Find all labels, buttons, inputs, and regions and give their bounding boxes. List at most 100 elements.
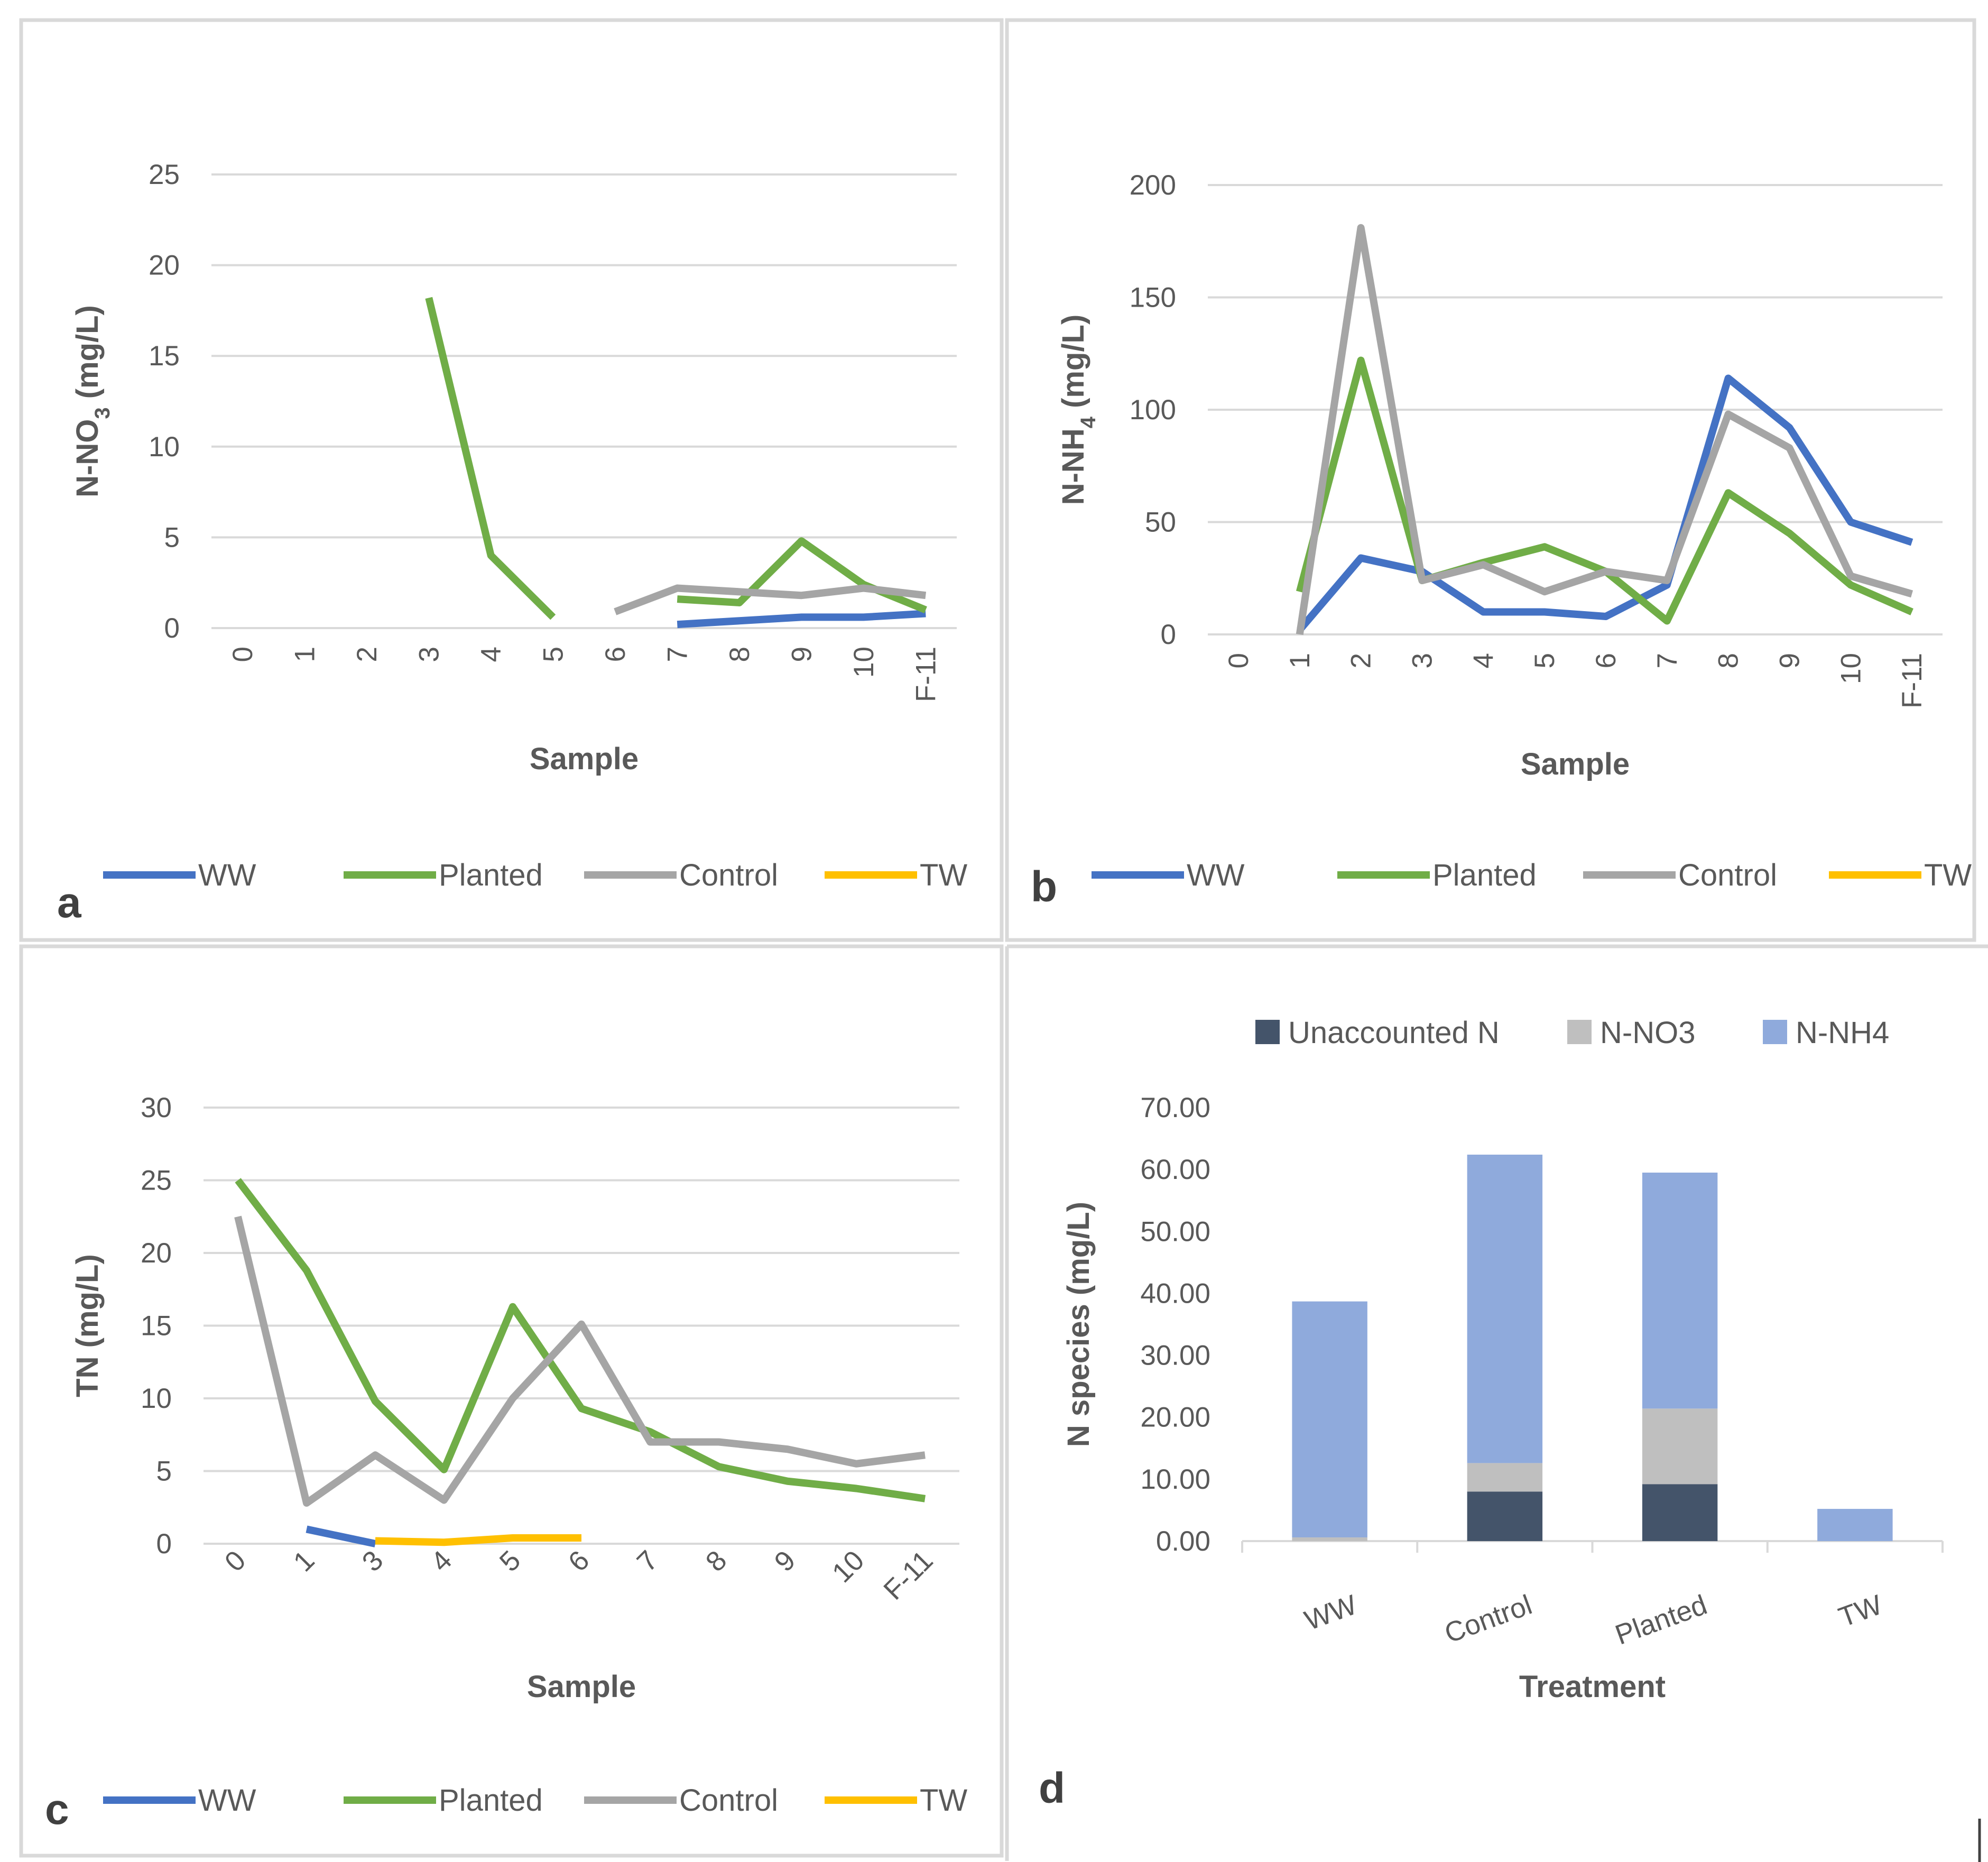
legend-label-planted: Planted	[439, 1783, 543, 1818]
series-line-tw	[375, 1534, 581, 1546]
legend-label-tw: TW	[1924, 858, 1972, 892]
x-tick-label: 8	[1713, 653, 1744, 668]
x-tick-label: 3	[413, 647, 445, 662]
y-axis-title: N-NO3 (mg/L)	[70, 305, 114, 497]
legend-swatch-unaccounted-n	[1255, 1020, 1280, 1044]
panel-label-a: a	[57, 879, 82, 927]
x-tick-label: 9	[769, 1545, 802, 1578]
panel-a-chart: 0 5 10 15 20 25 0 1 2 3 4 5 6 7 8 9 10 F-11 Sample N-NO3 (m…	[57, 159, 967, 927]
legend-label-n-nh4: N-NH4	[1796, 1016, 1889, 1050]
x-tick-label: 5	[538, 647, 569, 662]
legend-label-unaccounted-n: Unaccounted N	[1288, 1016, 1500, 1050]
y-tick-label: 100	[1130, 394, 1176, 426]
y-tick-label: 10	[149, 431, 180, 463]
legend-label-tw: TW	[920, 1783, 967, 1818]
panel-a-frame	[19, 18, 1004, 942]
x-tick-label: 0	[227, 647, 258, 662]
x-tick-label: 5	[494, 1545, 527, 1578]
bar-segment-n-no3	[1642, 1408, 1718, 1485]
legend-label-ww: WW	[1187, 858, 1245, 892]
x-tick-label: 1	[289, 647, 320, 662]
x-tick-label: 4	[476, 647, 507, 662]
y-tick-label: 20.00	[1140, 1402, 1210, 1433]
y-tick-label: 50.00	[1140, 1216, 1210, 1247]
y-tick-label: 40.00	[1140, 1278, 1210, 1309]
x-axis-title: Sample	[1521, 747, 1630, 781]
panel-c-frame	[19, 944, 1004, 1858]
legend-label-planted: Planted	[1432, 858, 1537, 892]
bar-segment-n-nh4	[1817, 1509, 1893, 1541]
y-tick-label: 0.00	[1156, 1526, 1210, 1557]
x-tick-label: 2	[352, 647, 383, 662]
x-tick-label: 1	[288, 1545, 321, 1578]
y-tick-label: 10.00	[1140, 1464, 1210, 1495]
bar-segment-n-nh4	[1292, 1301, 1367, 1537]
x-tick-label: 9	[1774, 653, 1805, 668]
x-tick-label: WW	[1301, 1589, 1361, 1637]
x-tick-label: 5	[1529, 653, 1560, 668]
panel-b-chart: 0 50 100 150 200 0 1 2 3 4 5 6 7 8 9 10 F-11 Sample N-NH4 …	[1031, 170, 1972, 911]
x-tick-label: 6	[562, 1545, 596, 1578]
bar-segment-unaccounted-n	[1467, 1491, 1543, 1541]
y-tick-label: 200	[1130, 170, 1176, 201]
series-line-ww	[677, 610, 926, 629]
legend-swatch-n-nh4	[1763, 1020, 1787, 1044]
legend-label-n-no3: N-NO3	[1600, 1016, 1695, 1050]
series-line-planted	[235, 1178, 926, 1502]
x-tick-label: 0	[1223, 653, 1254, 668]
legend-label-control: Control	[1678, 858, 1777, 892]
panel-d-chart: 0.00 10.00 20.00 30.00 40.00 50.00 60.00 70.00 W…	[1039, 1016, 1944, 1812]
series-line-control	[614, 584, 927, 615]
y-tick-label: 60.00	[1140, 1154, 1210, 1185]
y-tick-label: 30.00	[1140, 1340, 1210, 1371]
panel-b-frame	[1005, 18, 1976, 942]
x-tick-label: 10	[1835, 653, 1866, 684]
x-tick-label: 4	[1468, 653, 1499, 668]
series-line-control	[234, 1215, 926, 1507]
bar-segment-unaccounted-n	[1642, 1484, 1718, 1541]
x-tick-label: Planted	[1611, 1589, 1711, 1651]
x-tick-label: 1	[1284, 653, 1316, 668]
bar-segment-n-nh4	[1467, 1155, 1543, 1463]
x-tick-label: 6	[1591, 653, 1622, 668]
x-tick-label: 9	[786, 647, 817, 662]
x-tick-label: 8	[700, 1545, 733, 1578]
x-tick-label: 3	[356, 1545, 390, 1578]
series-line-ww	[306, 1525, 376, 1547]
y-tick-label: 0	[156, 1528, 172, 1560]
y-tick-label: 15	[141, 1311, 172, 1342]
series-line-control	[1296, 224, 1913, 635]
series-line-planted	[677, 537, 927, 614]
x-tick-label: 10	[826, 1545, 870, 1589]
bar-segment-n-no3	[1467, 1463, 1543, 1492]
x-tick-label: 3	[1407, 653, 1438, 668]
y-tick-label: 50	[1145, 507, 1176, 538]
x-tick-label: 7	[631, 1545, 664, 1578]
legend-swatch-n-no3	[1567, 1020, 1592, 1044]
legend-label-planted: Planted	[439, 858, 543, 892]
panel-label-c: c	[45, 1785, 69, 1833]
legend-label-ww: WW	[198, 858, 256, 892]
x-tick-label: 8	[724, 647, 755, 662]
series-line-planted	[425, 297, 556, 620]
legend-label-control: Control	[679, 1783, 778, 1818]
series-line-ww	[1297, 374, 1913, 633]
legend-label-tw: TW	[920, 858, 967, 892]
legend-label-ww: WW	[198, 1783, 256, 1818]
x-tick-label: F-11	[910, 647, 941, 702]
x-axis-title: Treatment	[1519, 1670, 1666, 1704]
y-tick-label: 5	[156, 1456, 172, 1487]
x-tick-label: TW	[1835, 1589, 1887, 1634]
y-tick-label: 5	[164, 522, 180, 553]
y-axis-title: N species (mg/L)	[1061, 1202, 1096, 1447]
y-tick-label: 150	[1130, 282, 1176, 314]
x-axis-title: Sample	[530, 742, 639, 776]
y-tick-label: 0	[1161, 619, 1176, 650]
y-tick-label: 30	[141, 1092, 172, 1123]
y-tick-label: 20	[141, 1238, 172, 1269]
y-tick-label: 15	[149, 340, 180, 372]
bar-segment-n-nh4	[1642, 1173, 1718, 1409]
y-axis-title: TN (mg/L)	[70, 1254, 105, 1397]
y-tick-label: 25	[141, 1165, 172, 1196]
